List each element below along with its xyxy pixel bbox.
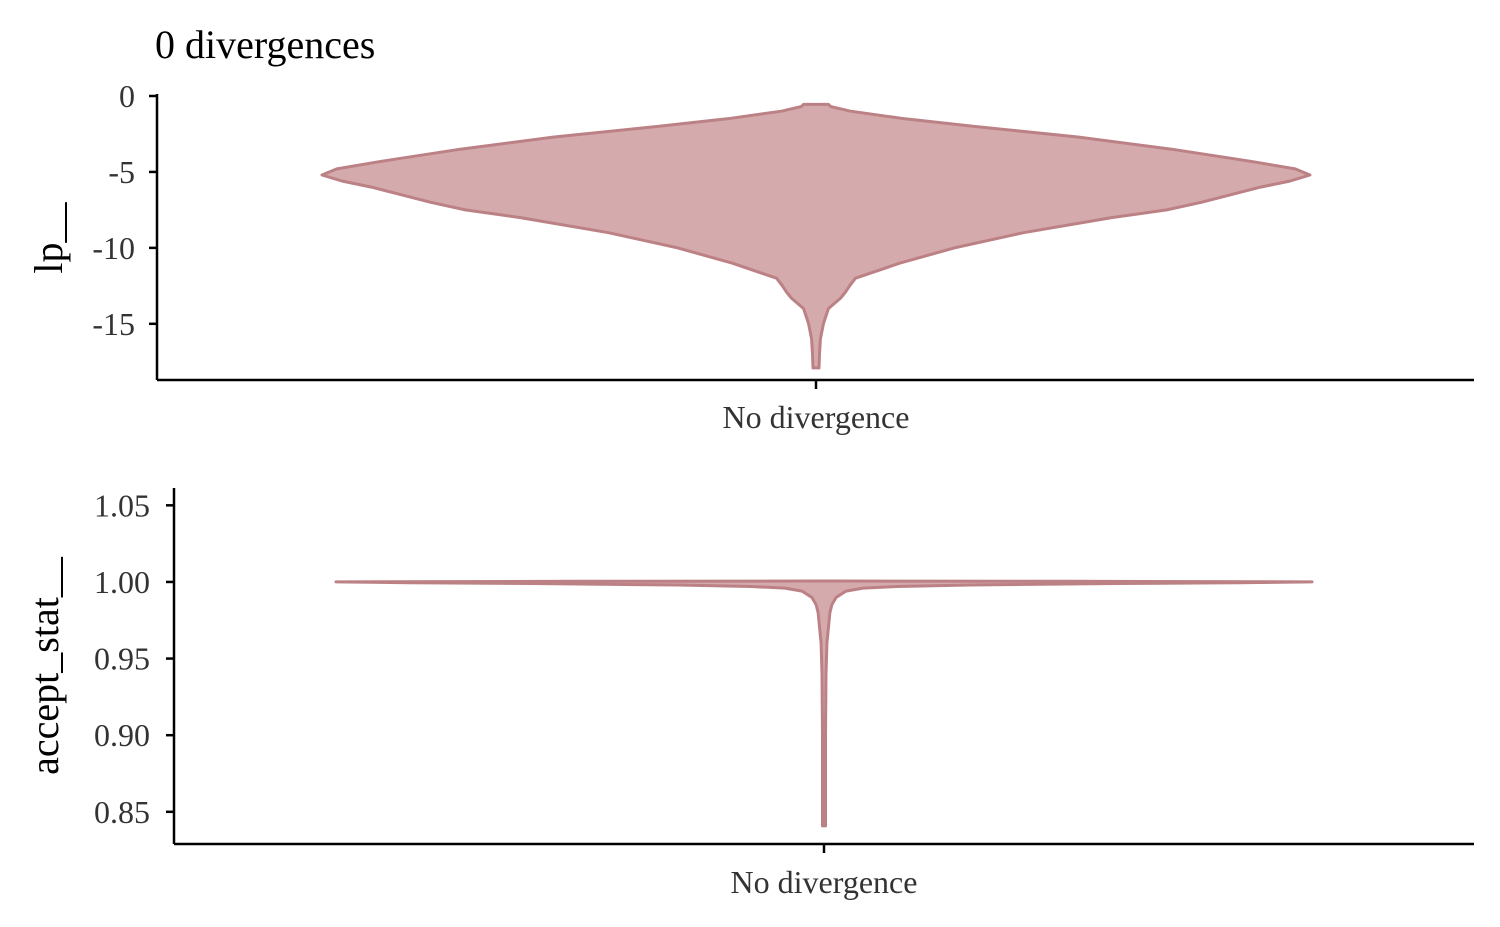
- x-tick-label: No divergence: [723, 399, 910, 435]
- y-tick-label: 1.05: [94, 487, 150, 523]
- y-tick-label: 0.95: [94, 641, 150, 677]
- x-tick-label: No divergence: [731, 864, 918, 900]
- y-axis-label: accept_stat__: [22, 556, 67, 775]
- violin-shape: [322, 104, 1310, 368]
- y-tick-label: 1.00: [94, 564, 150, 600]
- y-tick-label: -15: [92, 306, 135, 342]
- y-tick-labels: 1.05 1.00 0.95 0.90 0.85: [94, 487, 150, 829]
- chart-title: 0 divergences: [155, 22, 375, 67]
- y-axis-label: lp__: [26, 201, 71, 273]
- y-tick-label: 0: [119, 78, 135, 114]
- y-tick-label: -10: [92, 230, 135, 266]
- panel-accept-stat: accept_stat__ 1.05 1.00 0.95 0.90 0.85 N…: [22, 487, 1474, 900]
- violin-shape: [336, 581, 1312, 826]
- y-tick-label: -5: [108, 154, 135, 190]
- y-tick-labels: 0 -5 -10 -15: [92, 78, 135, 342]
- y-tick-label: 0.85: [94, 794, 150, 830]
- y-tick-label: 0.90: [94, 717, 150, 753]
- panel-lp: lp__ 0 -5 -10 -15 No divergence: [26, 78, 1474, 435]
